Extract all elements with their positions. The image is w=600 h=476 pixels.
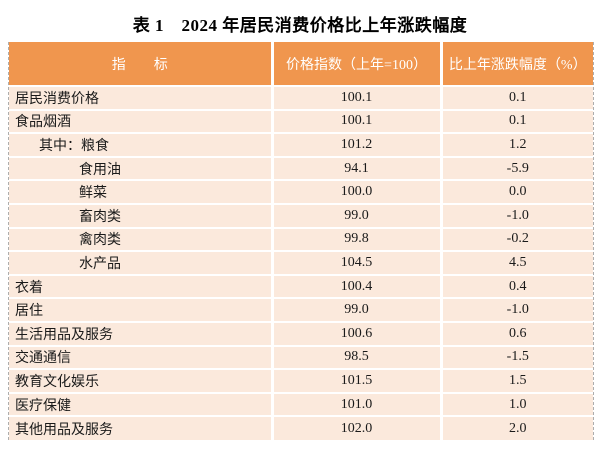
change-cell: 0.4	[439, 273, 593, 299]
table-row: 居住 99.0 -1.0	[9, 297, 593, 322]
price-index-cell: 100.1	[270, 108, 441, 134]
table-row: 其中：粮食 101.2 1.2	[9, 132, 593, 157]
price-index-cell: 100.4	[270, 273, 441, 299]
change-cell: 0.0	[439, 179, 593, 204]
table-row: 畜肉类 99.0 -1.0	[9, 202, 593, 228]
price-index-cell: 94.1	[270, 155, 441, 181]
change-cell: 1.0	[439, 391, 593, 417]
table-row: 鲜菜 100.0 0.0	[9, 179, 593, 204]
indicator-cell: 食用油	[9, 155, 272, 181]
change-cell: 0.6	[439, 320, 593, 346]
change-cell: -1.5	[439, 344, 593, 370]
col-header-change: 比上年涨跌幅度（%）	[439, 42, 593, 86]
cpi-table: 指 标 价格指数（上年=100） 比上年涨跌幅度（%） 居民消费价格 100.1 0…	[8, 42, 594, 440]
price-index-cell: 101.2	[270, 132, 441, 157]
indicator-cell: 其他用品及服务	[9, 415, 272, 440]
change-cell: -1.0	[439, 297, 593, 322]
indicator-cell: 居民消费价格	[9, 85, 272, 110]
indicator-cell: 居住	[9, 297, 272, 322]
price-index-cell: 100.1	[270, 85, 441, 110]
table-row: 医疗保健 101.0 1.0	[9, 391, 593, 417]
table-row: 禽肉类 99.8 -0.2	[9, 226, 593, 252]
price-index-cell: 102.0	[270, 415, 441, 440]
change-cell: 0.1	[439, 85, 593, 110]
change-cell: -5.9	[439, 155, 593, 181]
table-row: 食用油 94.1 -5.9	[9, 155, 593, 181]
indicator-cell: 医疗保健	[9, 391, 272, 417]
col-header-price-index: 价格指数（上年=100）	[270, 42, 441, 86]
price-index-cell: 99.0	[270, 202, 441, 228]
price-index-cell: 100.0	[270, 179, 441, 204]
indicator-cell: 教育文化娱乐	[9, 368, 272, 393]
table-row: 水产品 104.5 4.5	[9, 250, 593, 275]
price-index-cell: 101.5	[270, 368, 441, 393]
price-index-cell: 100.6	[270, 320, 441, 346]
indicator-cell: 畜肉类	[9, 202, 272, 228]
indicator-cell: 食品烟酒	[9, 108, 272, 134]
table-row: 交通通信 98.5 -1.5	[9, 344, 593, 370]
indicator-cell: 生活用品及服务	[9, 320, 272, 346]
table-row: 教育文化娱乐 101.5 1.5	[9, 368, 593, 393]
change-cell: 1.5	[439, 368, 593, 393]
table-row: 生活用品及服务 100.6 0.6	[9, 320, 593, 346]
change-cell: 4.5	[439, 250, 593, 275]
price-index-cell: 101.0	[270, 391, 441, 417]
table-row: 衣着 100.4 0.4	[9, 273, 593, 299]
indicator-cell: 鲜菜	[9, 179, 272, 204]
header-row: 指 标 价格指数（上年=100） 比上年涨跌幅度（%）	[9, 42, 593, 86]
price-index-cell: 98.5	[270, 344, 441, 370]
change-cell: 1.2	[439, 132, 593, 157]
indicator-cell: 衣着	[9, 273, 272, 299]
change-cell: -1.0	[439, 202, 593, 228]
price-index-cell: 99.8	[270, 226, 441, 252]
table-title: 表 1 2024 年居民消费价格比上年涨跌幅度	[132, 16, 468, 35]
indicator-cell: 交通通信	[9, 344, 272, 370]
change-cell: -0.2	[439, 226, 593, 252]
indicator-cell: 禽肉类	[9, 226, 272, 252]
indicator-cell: 水产品	[9, 250, 272, 275]
price-index-cell: 99.0	[270, 297, 441, 322]
cpi-data-table: 指 标 价格指数（上年=100） 比上年涨跌幅度（%） 居民消费价格 100.1 0…	[9, 42, 593, 440]
col-header-indicator: 指 标	[9, 42, 272, 86]
indicator-cell: 其中：粮食	[9, 132, 272, 157]
table-row: 其他用品及服务 102.0 2.0	[9, 415, 593, 440]
price-index-cell: 104.5	[270, 250, 441, 275]
change-cell: 0.1	[439, 108, 593, 134]
change-cell: 2.0	[439, 415, 593, 440]
table-row: 居民消费价格 100.1 0.1	[9, 85, 593, 110]
table-row: 食品烟酒 100.1 0.1	[9, 108, 593, 134]
